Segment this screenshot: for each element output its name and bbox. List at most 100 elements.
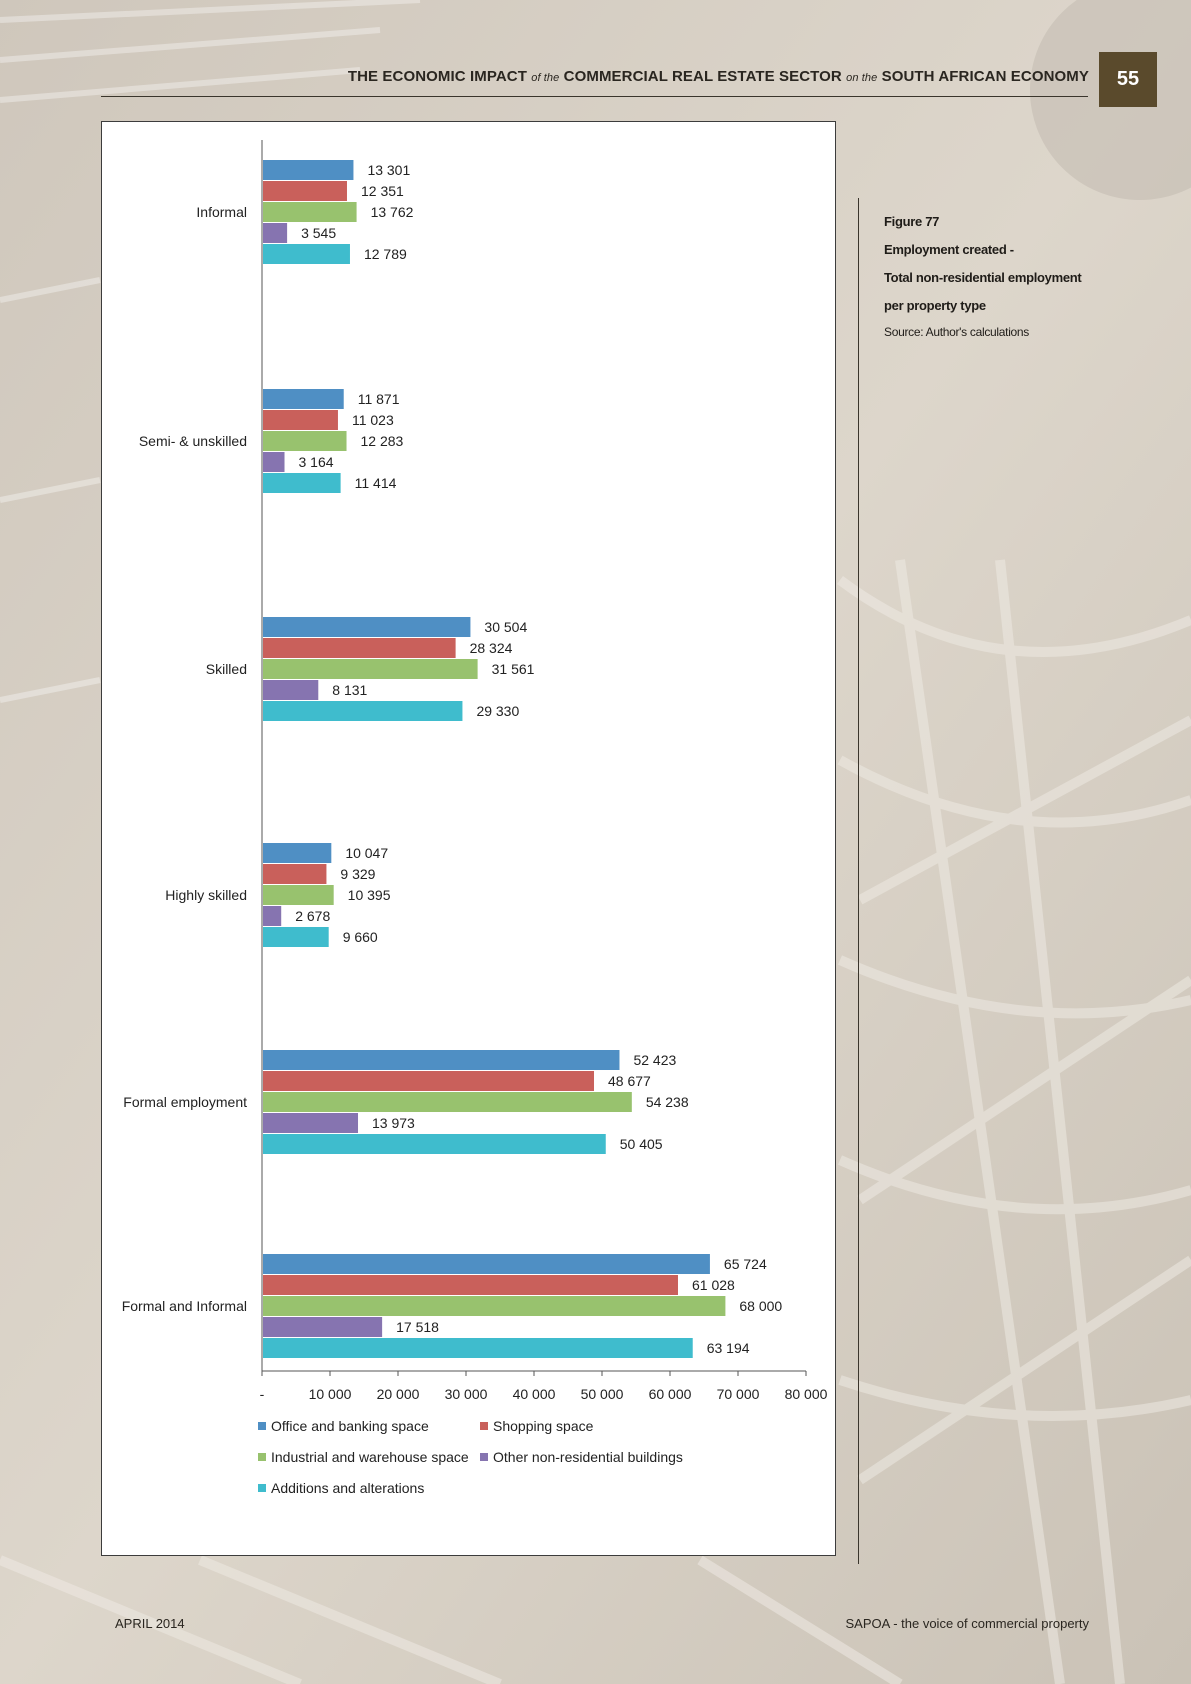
header-of: of the [531, 72, 560, 84]
caption-source: Source: Author's calculations [884, 325, 1030, 339]
legend-item: Industrial and warehouse space [258, 1449, 469, 1465]
data-label: 48 677 [608, 1073, 651, 1089]
data-label: 3 545 [301, 225, 336, 241]
bar [263, 1092, 632, 1112]
data-label: 50 405 [620, 1136, 663, 1152]
x-tick-label: - [260, 1386, 265, 1402]
bar [263, 410, 338, 430]
legend-label: Industrial and warehouse space [271, 1449, 469, 1465]
data-label: 8 131 [332, 682, 367, 698]
data-label: 12 351 [361, 183, 404, 199]
data-label: 2 678 [295, 908, 330, 924]
data-label: 13 301 [367, 162, 410, 178]
data-label: 3 164 [299, 454, 334, 470]
category-label: Semi- & unskilled [139, 433, 247, 449]
legend-label: Other non-residential buildings [493, 1449, 683, 1465]
data-label: 17 518 [396, 1319, 439, 1335]
legend-label: Shopping space [493, 1418, 594, 1434]
bar [263, 223, 288, 243]
data-label: 29 330 [476, 703, 519, 719]
bar [263, 617, 471, 637]
category-label: Formal employment [123, 1094, 247, 1110]
bar [263, 202, 357, 222]
data-label: 65 724 [724, 1256, 767, 1272]
caption-line-1: Employment created - [884, 242, 1014, 257]
figure-number: Figure 77 [884, 214, 940, 229]
data-label: 11 871 [358, 391, 400, 407]
legend-item: Other non-residential buildings [480, 1449, 683, 1465]
data-label: 52 423 [633, 1052, 676, 1068]
data-label: 13 973 [372, 1115, 415, 1131]
data-label: 9 329 [340, 866, 375, 882]
legend-swatch [258, 1453, 266, 1461]
bar [263, 1338, 693, 1358]
caption-line-3: per property type [884, 298, 986, 313]
bar [263, 1071, 595, 1091]
legend-item: Additions and alterations [258, 1480, 424, 1496]
bar [263, 1113, 359, 1133]
x-tick-label: 20 000 [377, 1386, 420, 1402]
legend-swatch [258, 1484, 266, 1492]
header-part2: COMMERCIAL REAL ESTATE SECTOR [563, 68, 842, 85]
data-label: 68 000 [739, 1298, 782, 1314]
bar [263, 659, 478, 679]
data-label: 30 504 [484, 619, 527, 635]
data-label: 11 414 [355, 475, 397, 491]
bar [263, 927, 329, 947]
bar [263, 1317, 383, 1337]
bar-chart: - 10 000 20 000 30 000 40 000 50 000 60 000 70 … [122, 140, 828, 1402]
category-label: Formal and Informal [122, 1298, 247, 1314]
data-label: 61 028 [692, 1277, 735, 1293]
bar [263, 906, 282, 926]
caption-line-2: Total non-residential employment [884, 270, 1082, 285]
header-part3: SOUTH AFRICAN ECONOMY [881, 68, 1089, 85]
bar [263, 1134, 606, 1154]
data-label: 10 395 [348, 887, 391, 903]
category-label: Informal [196, 204, 247, 220]
figure-caption: Figure 77 Employment created - Total non… [884, 208, 1114, 344]
bar [263, 244, 350, 264]
data-label: 12 789 [364, 246, 407, 262]
legend-item: Office and banking space [258, 1418, 429, 1434]
legend-swatch [480, 1422, 488, 1430]
x-tick-label: 40 000 [513, 1386, 556, 1402]
data-label: 12 283 [361, 433, 404, 449]
bar [263, 1254, 710, 1274]
legend-swatch [258, 1422, 266, 1430]
header-part1: THE ECONOMIC IMPACT [347, 68, 527, 85]
bar [263, 1275, 678, 1295]
legend-item: Shopping space [480, 1418, 593, 1434]
bar [263, 701, 463, 721]
bar [263, 680, 319, 700]
chart-frame: - 10 000 20 000 30 000 40 000 50 000 60 000 70 … [101, 121, 836, 1556]
bar [263, 181, 347, 201]
x-tick-label: 50 000 [581, 1386, 624, 1402]
x-tick-label: 80 000 [785, 1386, 828, 1402]
data-label: 11 023 [352, 412, 394, 428]
header-rule [101, 96, 1088, 97]
data-label: 9 660 [343, 929, 378, 945]
x-tick-label: 30 000 [445, 1386, 488, 1402]
bar [263, 1050, 620, 1070]
category-label: Skilled [206, 661, 247, 677]
data-label: 10 047 [345, 845, 388, 861]
caption-rule [858, 198, 859, 1564]
data-label: 63 194 [707, 1340, 750, 1356]
data-label: 54 238 [646, 1094, 689, 1110]
bar [263, 452, 285, 472]
data-label: 28 324 [470, 640, 513, 656]
data-label: 13 762 [371, 204, 414, 220]
data-label: 31 561 [492, 661, 535, 677]
bar [263, 843, 332, 863]
x-tick-label: 60 000 [649, 1386, 692, 1402]
category-label: Highly skilled [165, 887, 247, 903]
legend-label: Office and banking space [271, 1418, 429, 1434]
bar [263, 160, 354, 180]
page-number: 55 [1099, 52, 1157, 107]
bar [263, 864, 327, 884]
x-tick-label: 10 000 [309, 1386, 352, 1402]
bar [263, 473, 341, 493]
header-on: on the [846, 72, 878, 84]
legend-label: Additions and alterations [271, 1480, 425, 1496]
bar [263, 431, 347, 451]
